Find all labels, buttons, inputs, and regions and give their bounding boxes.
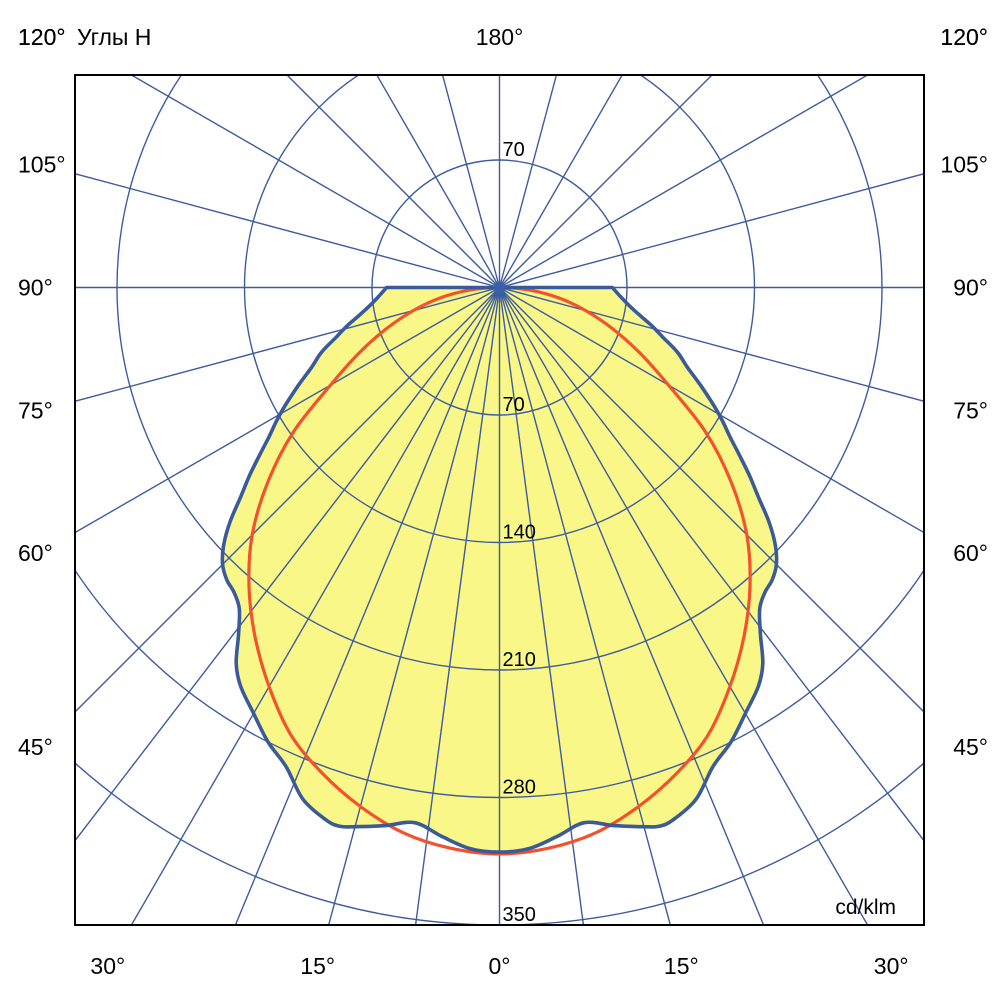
grid-ray-45 xyxy=(499,287,924,713)
grid-ray-165 xyxy=(498,75,558,288)
grid-ray-7.5 xyxy=(498,287,585,925)
reference-curve-layer xyxy=(247,285,752,856)
corner-angle-label-top-left: 120° xyxy=(18,24,66,50)
side-angle-label-left-90: 90° xyxy=(18,275,53,301)
side-angle-label-right-90: 90° xyxy=(953,275,988,301)
radial-tick-label-210: 210 xyxy=(503,649,536,671)
radial-tick-label-280: 280 xyxy=(503,777,536,799)
grid-ray--105 xyxy=(75,173,500,289)
grid-ray-150 xyxy=(498,75,623,288)
side-angle-label-right-120: 120° xyxy=(940,24,988,50)
bottom-angle-label--15: 15° xyxy=(300,953,335,979)
grid-ray-60 xyxy=(499,286,924,534)
radial-tick-label-350: 350 xyxy=(503,904,536,926)
side-angle-label-left-45: 45° xyxy=(18,734,53,760)
polar-center-layer xyxy=(493,281,506,294)
radial-tick-label-140: 140 xyxy=(503,522,536,544)
grid-ray-22.5 xyxy=(498,287,765,925)
top-center-angle-label: 180° xyxy=(476,24,524,50)
side-angle-labels: 45° 45° 60° 60° 75° 75° 90° 90° 105° 105° 120° 120° xyxy=(18,24,988,760)
grid-ray--75 xyxy=(75,286,500,402)
grid-ray--60 xyxy=(75,286,500,534)
side-angle-label-left-60: 60° xyxy=(18,540,53,566)
bottom-angle-label-0: 0° xyxy=(489,953,511,979)
corner-angle-label-top-right: 120° xyxy=(940,24,988,50)
side-angle-label-right-45: 45° xyxy=(953,734,988,760)
grid-ray--7.5 xyxy=(414,287,501,925)
reference-curve xyxy=(247,285,752,856)
grid-ray-30 xyxy=(498,287,869,925)
side-angle-label-left-105: 105° xyxy=(18,151,66,177)
intensity-curve xyxy=(220,285,779,854)
bottom-angle-labels: 30° 15° 0° 15° 30° xyxy=(90,953,908,979)
grid-ray--120 xyxy=(130,75,500,289)
radial-tick-label-70: 70 xyxy=(503,394,525,416)
grid-ray--37.5 xyxy=(75,287,501,842)
unit-label: cd/klm xyxy=(835,896,896,919)
grid-ray-37.5 xyxy=(498,287,924,842)
bottom-angle-label-30: 30° xyxy=(874,953,909,979)
grid-ray-15 xyxy=(498,287,672,925)
radial-tick-label-top-70: 70 xyxy=(503,139,525,161)
plane-label: Углы H xyxy=(77,24,151,50)
grid-ray-75 xyxy=(499,286,924,402)
radial-tick-labels: 70 140 210 280 350 70 xyxy=(503,139,536,926)
grid-ray--45 xyxy=(75,287,500,713)
side-angle-label-right-105: 105° xyxy=(940,151,988,177)
side-angle-label-left-120: 120° xyxy=(18,24,66,50)
grid-ray--150 xyxy=(376,75,501,288)
grid-ray--15 xyxy=(327,287,501,925)
grid-ray-120 xyxy=(499,75,869,289)
side-angle-label-right-75: 75° xyxy=(953,398,988,424)
grid-ray--165 xyxy=(441,75,501,288)
side-angle-label-left-75: 75° xyxy=(18,398,53,424)
side-angle-label-right-60: 60° xyxy=(953,540,988,566)
grid-ray--22.5 xyxy=(234,287,501,925)
bottom-angle-label--30: 30° xyxy=(90,953,125,979)
plot-border xyxy=(74,74,925,926)
grid-ray--30 xyxy=(130,287,501,925)
intensity-curve-layer xyxy=(220,285,779,854)
polar-center-dot xyxy=(493,281,506,294)
grid-ray--135 xyxy=(286,75,500,288)
grid-ray-105 xyxy=(499,173,924,289)
grid-ray-135 xyxy=(499,75,713,288)
bottom-angle-label-15: 15° xyxy=(664,953,699,979)
